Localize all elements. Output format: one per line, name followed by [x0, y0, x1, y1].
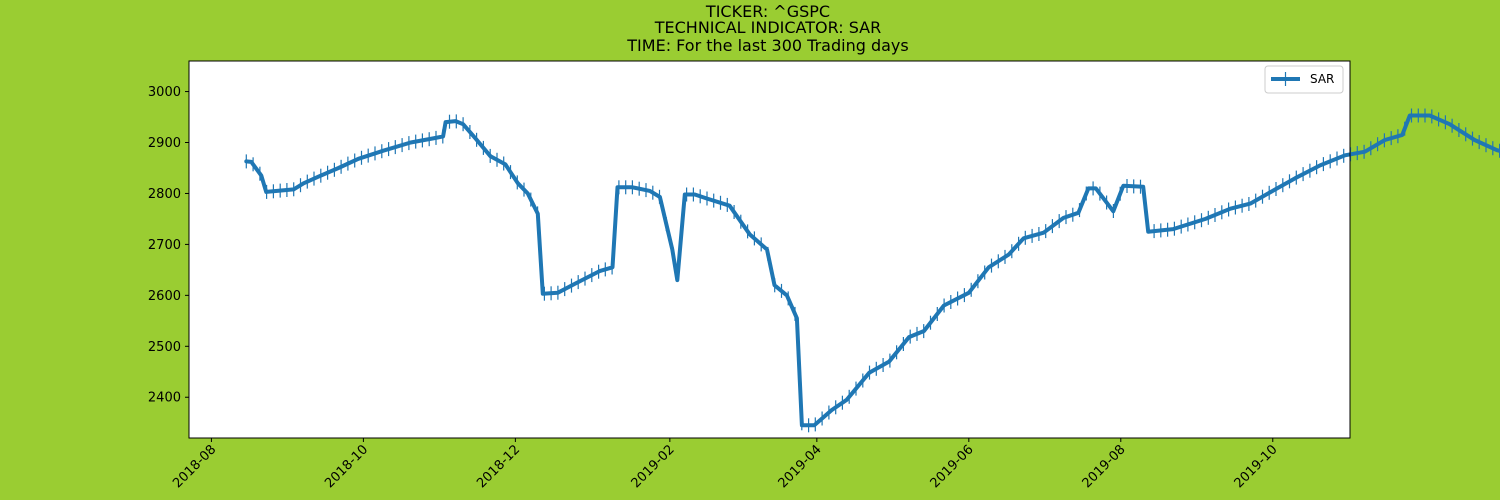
x-tick-label: 2018-10 — [322, 442, 371, 491]
x-axis: 2018-08 2018-10 2018-12 2019-02 2019-04 2019-… — [170, 438, 1281, 491]
legend-box — [1264, 65, 1344, 94]
y-tick-label: 2400 — [148, 391, 181, 406]
y-tick-label: 2800 — [148, 187, 181, 202]
y-tick-label: 2700 — [148, 238, 181, 253]
x-tick-label: 2019-06 — [928, 442, 977, 491]
y-tick-label: 3000 — [148, 85, 181, 100]
x-tick-label: 2019-08 — [1080, 442, 1129, 491]
legend: SAR — [1264, 65, 1344, 94]
chart-title: TICKER: ^GSPC TECHNICAL INDICATOR: SAR T… — [626, 2, 908, 55]
x-tick-label: 2019-04 — [776, 442, 825, 491]
x-tick-label: 2018-08 — [170, 442, 219, 491]
y-tick-label: 2600 — [148, 289, 181, 304]
plot-frame — [188, 60, 1351, 439]
x-tick-label: 2019-02 — [629, 442, 678, 491]
legend-label-sar: SAR — [1310, 72, 1334, 86]
x-tick-label: 2018-12 — [474, 442, 523, 491]
chart-title-line-2: TECHNICAL INDICATOR: SAR — [654, 18, 881, 37]
y-axis: 2400 2500 2600 2700 2800 2900 3000 — [148, 85, 189, 406]
plot-area — [189, 61, 1350, 438]
y-tick-label: 2900 — [148, 136, 181, 151]
x-tick-label: 2019-10 — [1232, 442, 1281, 491]
chart-title-line-3: TIME: For the last 300 Trading days — [626, 36, 908, 55]
sar-series — [244, 108, 1500, 433]
y-tick-label: 2500 — [148, 340, 181, 355]
chart-title-line-1: TICKER: ^GSPC — [705, 2, 830, 21]
